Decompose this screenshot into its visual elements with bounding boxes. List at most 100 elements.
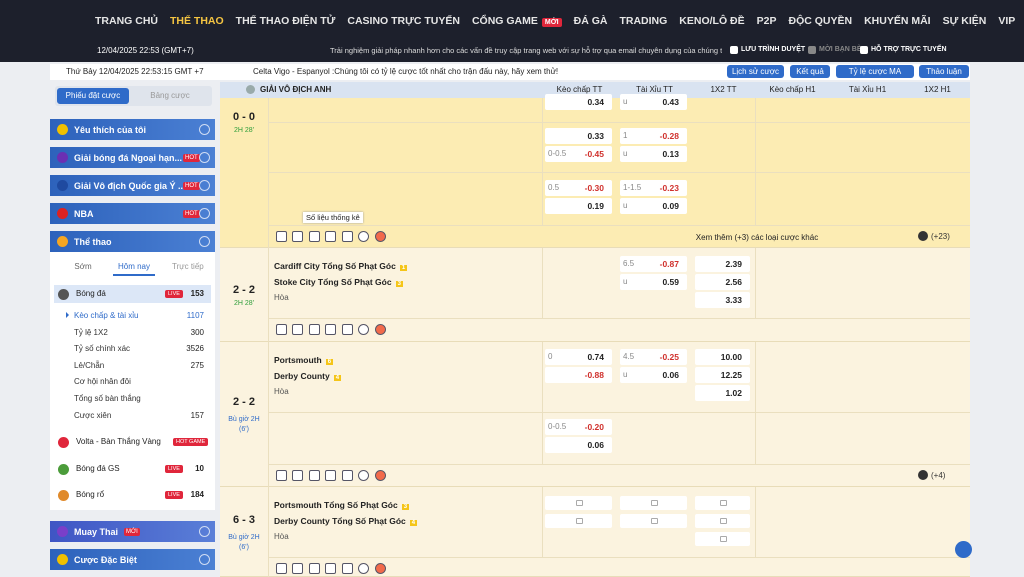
odds-cell[interactable]	[545, 128, 612, 144]
top-link[interactable]: LƯU TRÌNH DUYỆT	[741, 46, 806, 53]
odds-cell[interactable]	[545, 349, 612, 365]
action-icon[interactable]	[358, 470, 369, 481]
action-icon[interactable]	[358, 231, 369, 242]
odds-cell[interactable]	[695, 292, 750, 308]
nav-item[interactable]: TRADING	[619, 15, 668, 27]
odds-cell[interactable]	[545, 419, 612, 435]
nav-item[interactable]: VIP	[998, 15, 1016, 27]
action-icon[interactable]	[325, 324, 336, 335]
nav-item[interactable]: KENO/LÔ ĐỀ	[679, 15, 745, 27]
sport-label[interactable]: Bóng rổ	[76, 490, 105, 499]
nav-item[interactable]: ĐỘC QUYỀN	[788, 15, 853, 27]
action-icon[interactable]	[342, 470, 353, 481]
action-icon[interactable]	[276, 563, 287, 574]
action-icon[interactable]	[375, 470, 386, 481]
odds-cell[interactable]	[545, 198, 612, 214]
menu-bar[interactable]	[50, 175, 215, 196]
market-label[interactable]: Lẻ/Chẵn	[74, 360, 105, 370]
action-icon[interactable]	[375, 324, 386, 335]
sport-label[interactable]: Bóng đá GS	[76, 464, 120, 473]
action-icon[interactable]	[342, 563, 353, 574]
action-icon[interactable]	[292, 324, 303, 335]
odds-cell[interactable]	[620, 128, 687, 144]
market-label[interactable]: Tỷ số chính xác	[74, 344, 131, 354]
odds-cell[interactable]	[695, 274, 750, 290]
sport-label[interactable]: Bóng đá	[76, 289, 106, 298]
nav-item[interactable]: CỔNG GAME MỚI	[472, 15, 562, 27]
sport-label[interactable]: Volta - Bàn Thắng Vàng	[76, 437, 161, 446]
odds-cell[interactable]	[620, 180, 687, 196]
market-label[interactable]: Cơ hội nhân đôi	[74, 377, 131, 387]
action-icon[interactable]	[325, 470, 336, 481]
scroll-top[interactable]	[955, 541, 972, 558]
odds-cell[interactable]	[695, 385, 750, 401]
nav-item[interactable]: TRANG CHỦ	[95, 15, 158, 27]
info-button[interactable]: Lịch sử cược	[727, 65, 784, 78]
extra-count[interactable]: (+4)	[931, 471, 946, 480]
menu-bar[interactable]	[50, 231, 215, 252]
action-icon[interactable]	[309, 563, 320, 574]
odds-cell[interactable]	[620, 274, 687, 290]
top-link[interactable]: MỜI BẠN BÈ	[819, 46, 862, 53]
odds-cell[interactable]	[545, 180, 612, 196]
action-icon[interactable]	[325, 563, 336, 574]
match-time: Bù giờ 2H	[228, 416, 260, 423]
info-button[interactable]: Thảo luận	[919, 65, 969, 78]
sport-icon	[58, 464, 69, 475]
subtab[interactable]: Hôm nay	[117, 262, 150, 271]
action-icon[interactable]	[276, 324, 287, 335]
menu-bar[interactable]	[50, 119, 215, 140]
odds-cell[interactable]	[620, 198, 687, 214]
action-icon[interactable]	[375, 563, 386, 574]
action-icon[interactable]	[309, 470, 320, 481]
nav-item[interactable]: CASINO TRỰC TUYẾN	[347, 15, 460, 27]
odds-cell[interactable]	[620, 349, 687, 365]
top-link[interactable]: HỖ TRỢ TRỰC TUYẾN	[871, 46, 947, 53]
subtab[interactable]: Trực tiếp	[172, 262, 204, 271]
action-icon[interactable]	[358, 563, 369, 574]
subtab[interactable]: Sớm	[74, 262, 92, 271]
menu-bar[interactable]	[50, 147, 215, 168]
odds-cell[interactable]	[695, 349, 750, 365]
action-icon[interactable]	[292, 563, 303, 574]
action-icon[interactable]	[309, 324, 320, 335]
action-icon[interactable]	[292, 470, 303, 481]
market-label[interactable]: Tỷ lệ 1X2	[74, 327, 108, 337]
nav-item[interactable]: THỂ THAO	[170, 15, 224, 27]
action-icon[interactable]	[325, 231, 336, 242]
odds-cell[interactable]	[620, 146, 687, 162]
action-icon[interactable]	[342, 324, 353, 335]
menu-bar[interactable]	[50, 203, 215, 224]
odds-cell[interactable]	[545, 94, 612, 110]
extra-count[interactable]: (+23)	[931, 232, 950, 241]
odds-cell[interactable]	[545, 367, 612, 383]
action-icon[interactable]	[342, 231, 353, 242]
action-icon[interactable]	[276, 231, 287, 242]
menu-bar[interactable]	[50, 549, 215, 570]
info-button[interactable]: Tỷ lệ cược MA	[836, 65, 914, 78]
market-label[interactable]: Cược xiên	[74, 410, 112, 420]
nav-item[interactable]: KHUYẾN MÃI	[864, 15, 931, 27]
nav-item[interactable]: SỰ KIỆN	[942, 15, 987, 27]
tab[interactable]: Bảng cược	[150, 91, 190, 100]
odds-cell[interactable]	[620, 367, 687, 383]
odds-cell[interactable]	[695, 256, 750, 272]
info-button[interactable]: Kết quả	[790, 65, 830, 78]
market-label[interactable]: Tổng số bàn thắng	[74, 394, 141, 403]
action-icon[interactable]	[292, 231, 303, 242]
nav-item[interactable]: THỂ THAO ĐIỆN TỬ	[235, 15, 336, 27]
odds-cell[interactable]	[695, 367, 750, 383]
odds-cell[interactable]	[545, 437, 612, 453]
market-label[interactable]: Kèo chấp & tài xỉu	[74, 311, 139, 320]
tab[interactable]: Phiếu đặt cược	[57, 88, 129, 104]
action-icon[interactable]	[358, 324, 369, 335]
nav-item[interactable]: P2P	[756, 15, 777, 27]
more-link[interactable]: Xem thêm (+3) các loại cược khác	[695, 233, 819, 242]
action-icon[interactable]	[375, 231, 386, 242]
nav-item[interactable]: ĐÁ GÀ	[573, 15, 608, 27]
odds-cell[interactable]	[620, 94, 687, 110]
action-icon[interactable]	[309, 231, 320, 242]
action-icon[interactable]	[276, 470, 287, 481]
odds-cell[interactable]	[545, 146, 612, 162]
odds-cell[interactable]	[620, 256, 687, 272]
